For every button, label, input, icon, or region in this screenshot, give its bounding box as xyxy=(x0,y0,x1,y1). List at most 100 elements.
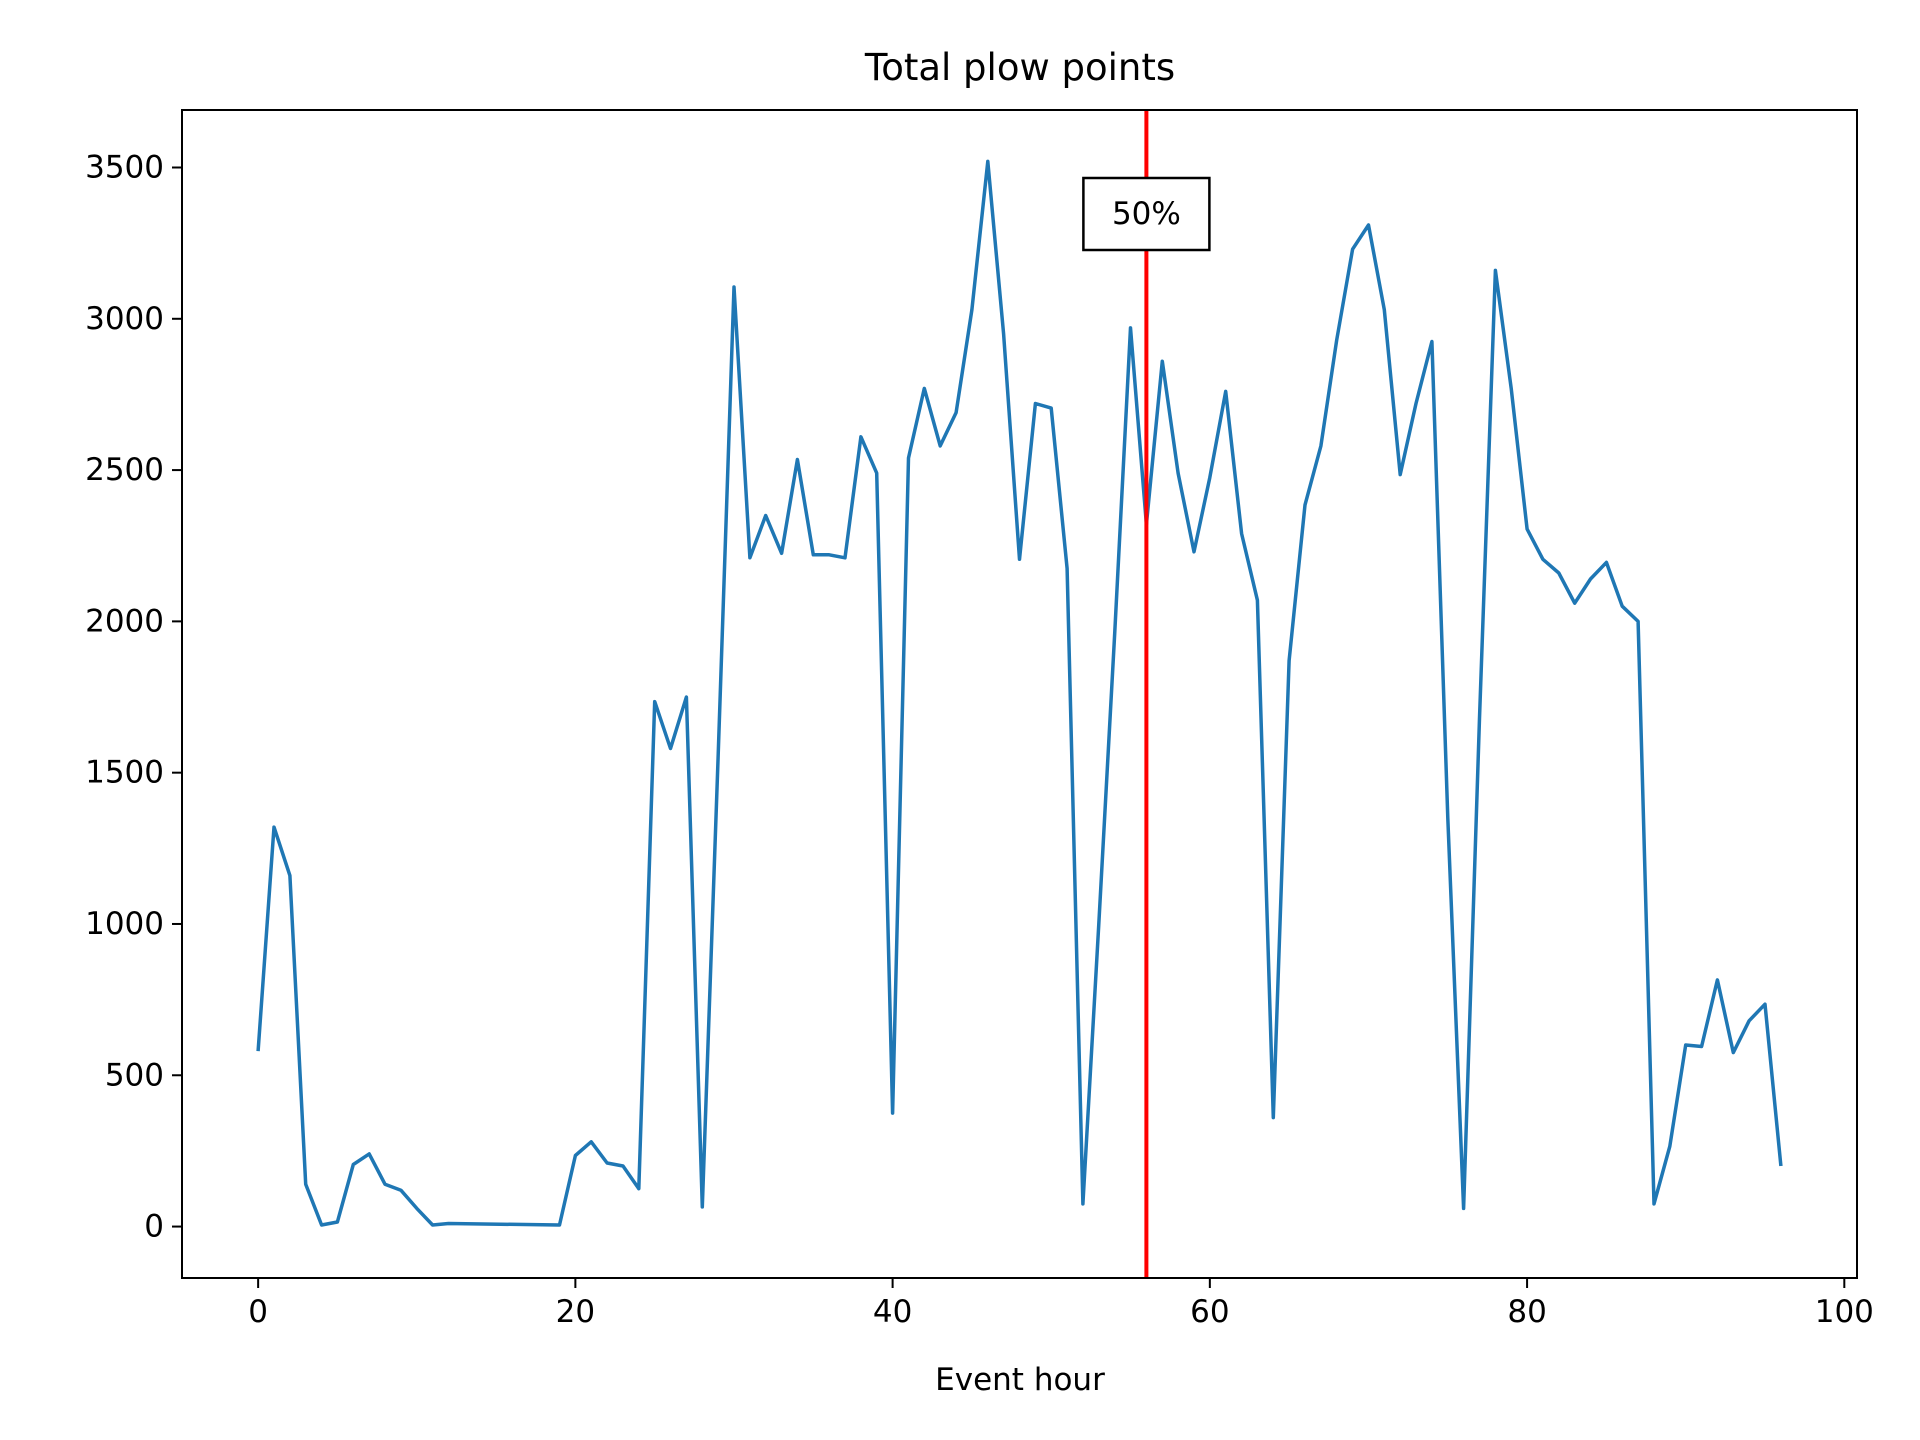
data-point xyxy=(1206,474,1214,482)
data-point xyxy=(1507,384,1515,392)
y-tick-label: 2500 xyxy=(85,452,164,488)
data-point xyxy=(1063,564,1071,572)
data-point xyxy=(1127,324,1135,332)
data-point xyxy=(254,1047,262,1055)
annotation-box xyxy=(1082,176,1211,252)
y-tick-label: 1500 xyxy=(85,755,164,791)
data-point xyxy=(1253,596,1261,604)
data-point xyxy=(778,549,786,557)
series-line xyxy=(256,159,1783,1227)
data-point xyxy=(1698,1043,1706,1051)
data-point xyxy=(1745,1017,1753,1025)
data-point xyxy=(1365,221,1373,229)
x-tick-label: 0 xyxy=(248,1294,268,1330)
data-point xyxy=(730,283,738,291)
data-point xyxy=(651,698,659,706)
plot-area: 50% xyxy=(254,110,1785,1278)
y-tick-label: 500 xyxy=(105,1057,164,1093)
data-point xyxy=(873,469,881,477)
data-point xyxy=(571,1152,579,1160)
data-point xyxy=(286,872,294,880)
data-point xyxy=(1555,569,1563,577)
data-point xyxy=(1666,1142,1674,1150)
data-point xyxy=(1174,469,1182,477)
median-annotation: 50% xyxy=(1082,176,1211,252)
data-point xyxy=(1777,1162,1785,1170)
data-point xyxy=(1539,555,1547,563)
data-point xyxy=(920,384,928,392)
data-point xyxy=(968,306,976,314)
x-tick-label: 80 xyxy=(1507,1294,1546,1330)
data-point xyxy=(1476,714,1484,722)
data-point xyxy=(556,1221,564,1229)
data-point xyxy=(1111,630,1119,638)
chart-title: Total plow points xyxy=(864,46,1175,89)
data-point xyxy=(952,409,960,417)
data-point xyxy=(984,157,992,165)
x-tick-label: 100 xyxy=(1815,1294,1874,1330)
data-point xyxy=(1618,602,1626,610)
data-point xyxy=(746,554,754,562)
y-tick-label: 1000 xyxy=(85,906,164,942)
data-point xyxy=(762,512,770,520)
y-tick-label: 0 xyxy=(144,1209,164,1245)
data-point xyxy=(1301,501,1309,509)
data-point xyxy=(1491,266,1499,274)
data-point xyxy=(397,1186,405,1194)
data-point xyxy=(1523,525,1531,533)
data-point xyxy=(1602,558,1610,566)
data-point xyxy=(1190,548,1198,556)
data-point xyxy=(587,1138,595,1146)
x-tick-label: 60 xyxy=(1190,1294,1229,1330)
data-point xyxy=(1444,814,1452,822)
data-point xyxy=(1380,306,1388,314)
data-point xyxy=(333,1218,341,1226)
data-point xyxy=(1713,976,1721,984)
data-point xyxy=(1285,657,1293,665)
data-point xyxy=(825,551,833,559)
x-tick-label: 20 xyxy=(556,1294,595,1330)
data-point xyxy=(413,1204,421,1212)
y-axis: 0 500 1000 1500 2000 2500 3000 3500 xyxy=(85,149,182,1245)
axes-frame xyxy=(181,109,1858,1279)
data-point xyxy=(1031,400,1039,408)
data-point xyxy=(1238,530,1246,538)
data-point xyxy=(857,433,865,441)
data-point xyxy=(698,1203,706,1211)
y-tick-label: 2000 xyxy=(85,603,164,639)
data-point xyxy=(905,454,913,462)
data-point xyxy=(445,1220,453,1228)
data-point xyxy=(1460,1204,1468,1212)
data-point xyxy=(1587,575,1595,583)
data-point xyxy=(1095,920,1103,928)
data-point xyxy=(1016,555,1024,563)
data-point xyxy=(603,1159,611,1167)
data-point xyxy=(1158,357,1166,365)
data-point xyxy=(365,1150,373,1158)
data-point xyxy=(1396,471,1404,479)
data-point xyxy=(635,1185,643,1193)
data-point xyxy=(1634,617,1642,625)
data-point xyxy=(619,1162,627,1170)
data-point xyxy=(682,693,690,701)
annotation-label: 50% xyxy=(1112,196,1181,232)
data-point xyxy=(429,1221,437,1229)
data-point xyxy=(841,554,849,562)
data-point xyxy=(1333,336,1341,344)
x-tick-label: 40 xyxy=(873,1294,912,1330)
data-point xyxy=(1682,1041,1690,1049)
data-point xyxy=(1047,404,1055,412)
data-point xyxy=(936,442,944,450)
data-point xyxy=(1761,1000,1769,1008)
data-point xyxy=(809,551,817,559)
data-point xyxy=(302,1180,310,1188)
data-point xyxy=(381,1180,389,1188)
data-point xyxy=(1317,442,1325,450)
y-tick-label: 3500 xyxy=(85,149,164,185)
data-point xyxy=(1000,330,1008,338)
x-axis-label: Event hour xyxy=(935,1362,1105,1398)
data-point xyxy=(793,456,801,464)
data-point xyxy=(318,1221,326,1229)
